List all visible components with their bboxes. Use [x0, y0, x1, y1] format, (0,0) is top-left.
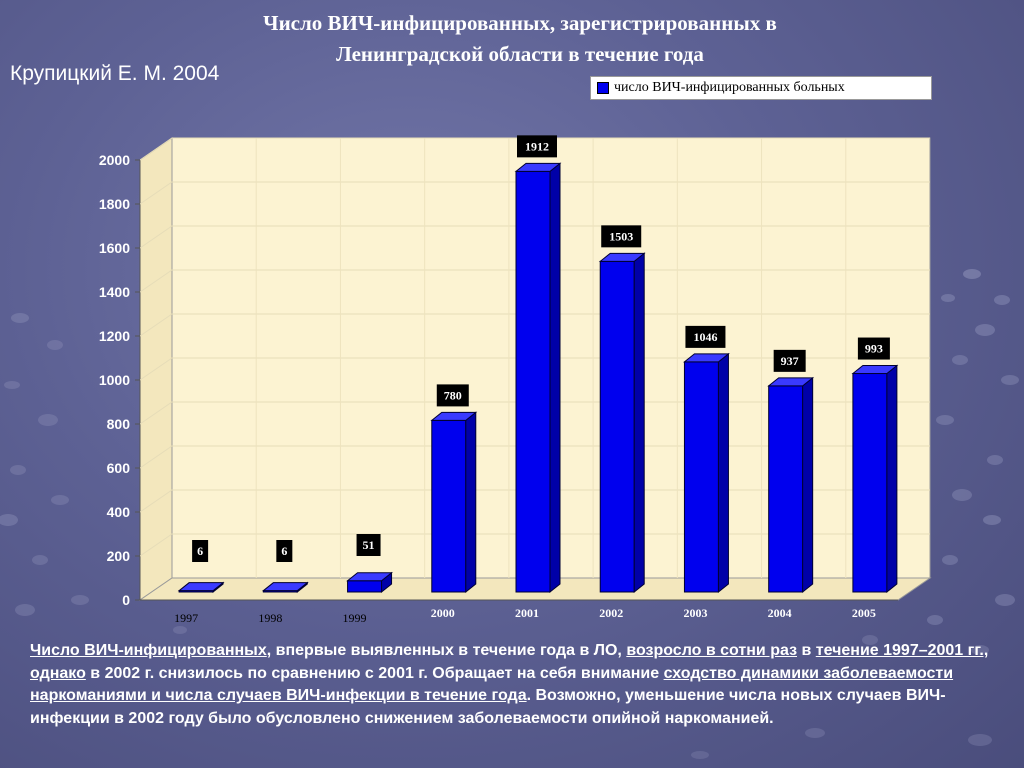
bar [683, 361, 719, 593]
bar [768, 385, 804, 593]
bar [515, 170, 551, 593]
x-tick-label: 1997 [174, 611, 198, 625]
x-tick-label: 2004 [768, 606, 792, 620]
caption-part-6: в 2002 г. снизилось по сравнению с 2001 … [85, 664, 664, 682]
bar [852, 373, 888, 593]
bar [431, 419, 467, 593]
data-label-box [276, 540, 293, 562]
caption-part-4: в [797, 642, 816, 659]
data-label: 993 [865, 342, 883, 356]
data-label: 1503 [609, 229, 633, 243]
bar-top [514, 162, 562, 172]
y-tick-label: 2000 [99, 152, 130, 168]
bar-top [177, 582, 225, 592]
data-label-box [773, 349, 806, 372]
x-tick-label: 1998 [258, 611, 282, 625]
y-tick-label: 1000 [99, 372, 130, 388]
x-tick-label: 2000 [431, 606, 455, 620]
bar-side [465, 411, 477, 594]
x-tick-label: 2003 [683, 606, 707, 620]
y-tick-label: 200 [107, 548, 131, 564]
bar-top [683, 353, 730, 363]
bar-top [261, 582, 309, 592]
y-tick-label: 1600 [99, 240, 130, 256]
data-label: 937 [781, 354, 799, 368]
author-label: Крупицкий Е. М. 2004 [10, 62, 220, 85]
legend-label: число ВИЧ-инфицированных больных [614, 80, 845, 95]
x-tick-label: 2002 [599, 606, 623, 620]
data-label-box [436, 384, 469, 407]
caption-part-8: . Возможно, уменьшение числа новых случа… [30, 687, 946, 727]
caption-text: Число ВИЧ-инфицированных, впервые выявле… [30, 640, 1015, 730]
bar-side [633, 252, 645, 594]
y-tick-label: 0 [122, 592, 130, 608]
y-tick-label: 1400 [99, 284, 130, 300]
data-label: 1912 [525, 139, 549, 153]
bar-top [346, 572, 393, 582]
legend-swatch [597, 82, 609, 94]
caption-part-2: , впервые выявленных в течение года в ЛО… [266, 642, 627, 659]
bar-side [886, 364, 898, 594]
bar [599, 260, 635, 593]
y-tick-label: 400 [107, 504, 131, 520]
bar-top [767, 377, 815, 387]
bar-side [802, 376, 814, 594]
title-line-1: Число ВИЧ-инфицированных, зарегистрирова… [263, 11, 777, 35]
data-label-box [517, 135, 557, 158]
data-label: 51 [363, 538, 375, 552]
title-line-2: Ленинградской области в течение года [336, 42, 704, 66]
page-title: Число ВИЧ-инфицированных, зарегистрирова… [160, 8, 880, 70]
caption-part-7: сходство динамики заболеваемости наркома… [30, 664, 954, 705]
x-tick-label: 2001 [515, 606, 539, 620]
bar-chart: 0 200 400 600 800 1000 1200 1400 1600 1800 2000 6 19… [99, 135, 932, 625]
y-tick-label: 1200 [99, 328, 130, 344]
bar [347, 580, 383, 593]
caption-part-1: Число ВИЧ-инфицированных [30, 642, 267, 659]
y-tick-label: 1800 [99, 196, 130, 212]
data-label-box [601, 225, 642, 248]
bar-top [598, 252, 646, 262]
x-tick-label: 2005 [852, 606, 876, 620]
data-label-box [685, 325, 726, 348]
data-label: 6 [281, 544, 287, 558]
chart-legend: число ВИЧ-инфицированных больных [590, 76, 932, 100]
caption-part-3: возросло в сотни раз [626, 642, 798, 659]
data-label: 780 [444, 388, 462, 402]
bar-top [430, 411, 478, 421]
x-tick-label: 1999 [343, 611, 367, 625]
bar-top [851, 365, 899, 375]
bar-side [549, 162, 561, 594]
data-label-box [857, 337, 890, 360]
data-label-box [192, 540, 209, 562]
data-label: 1046 [693, 330, 717, 344]
y-tick-label: 800 [107, 416, 131, 432]
y-tick-label: 600 [107, 460, 131, 476]
data-label: 6 [197, 544, 203, 558]
caption-part-5: течение 1997–2001 гг., однако [30, 642, 989, 682]
bar-side [717, 352, 729, 594]
data-label-box [356, 534, 381, 556]
